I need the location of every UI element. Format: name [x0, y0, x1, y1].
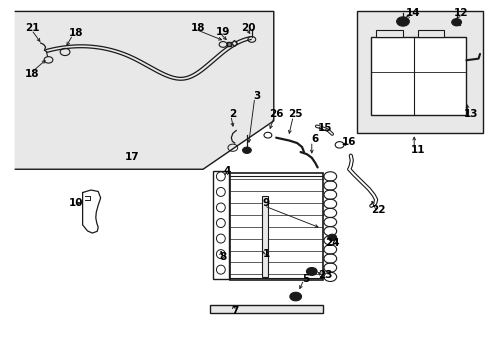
Text: 8: 8 — [219, 252, 226, 262]
Polygon shape — [82, 190, 101, 233]
Ellipse shape — [216, 203, 225, 212]
Circle shape — [242, 147, 251, 153]
Text: 12: 12 — [453, 8, 468, 18]
Text: 3: 3 — [253, 91, 260, 101]
Text: 5: 5 — [301, 274, 308, 284]
Text: 18: 18 — [69, 28, 83, 38]
Text: 22: 22 — [370, 206, 385, 216]
Polygon shape — [15, 12, 273, 169]
Bar — [417, 30, 444, 37]
Text: 4: 4 — [224, 166, 231, 176]
Text: 15: 15 — [317, 123, 331, 133]
Text: 18: 18 — [190, 23, 205, 33]
Text: 16: 16 — [342, 138, 356, 147]
Text: 17: 17 — [125, 152, 140, 162]
Text: 20: 20 — [241, 23, 255, 33]
Text: 21: 21 — [25, 23, 40, 33]
Bar — [212, 171, 228, 279]
Text: 14: 14 — [405, 8, 419, 18]
Circle shape — [396, 17, 408, 26]
Bar — [356, 12, 483, 134]
Text: 18: 18 — [25, 69, 40, 79]
Ellipse shape — [216, 219, 225, 228]
Circle shape — [306, 267, 317, 275]
Text: 10: 10 — [69, 198, 83, 208]
Circle shape — [327, 234, 336, 240]
Text: 2: 2 — [228, 109, 235, 119]
Ellipse shape — [216, 265, 225, 274]
Text: 25: 25 — [288, 109, 303, 119]
Text: 6: 6 — [311, 134, 318, 144]
Ellipse shape — [216, 172, 225, 181]
Text: 26: 26 — [268, 109, 283, 119]
Ellipse shape — [216, 234, 225, 243]
Bar — [370, 37, 466, 116]
Circle shape — [451, 19, 461, 26]
Ellipse shape — [216, 188, 225, 197]
Bar — [210, 305, 322, 313]
Text: 11: 11 — [409, 144, 424, 154]
Text: 1: 1 — [262, 248, 269, 258]
Bar — [375, 30, 402, 37]
Text: 7: 7 — [231, 306, 238, 316]
Text: 19: 19 — [215, 27, 229, 37]
Text: 24: 24 — [325, 238, 339, 248]
Text: 13: 13 — [463, 109, 478, 119]
Text: 23: 23 — [317, 270, 331, 280]
Ellipse shape — [216, 249, 225, 258]
Text: 9: 9 — [263, 198, 269, 208]
Circle shape — [289, 292, 301, 301]
Bar — [229, 173, 322, 280]
Bar — [262, 196, 267, 277]
